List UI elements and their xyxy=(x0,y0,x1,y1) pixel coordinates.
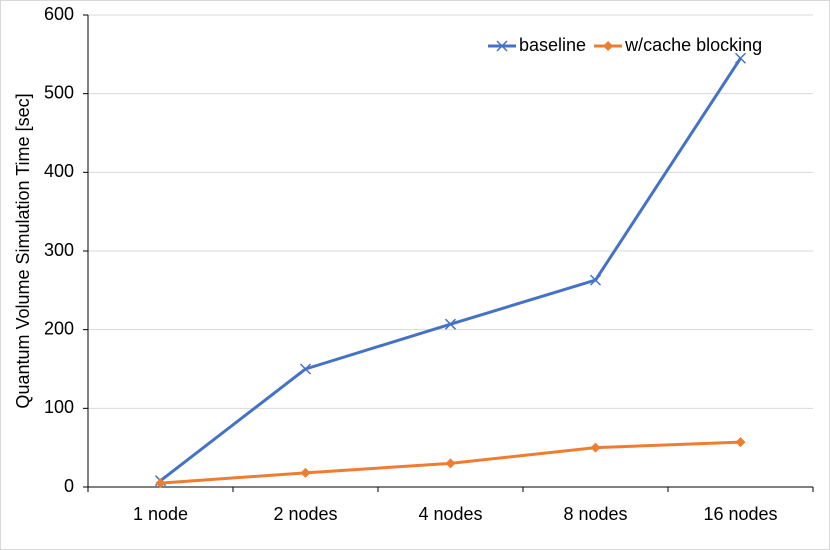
y-tick-label: 500 xyxy=(44,82,74,102)
marker xyxy=(445,458,456,469)
marker xyxy=(496,40,508,52)
y-axis-label: Quantum Volume Simulation Time [sec] xyxy=(13,93,33,408)
y-tick-label: 400 xyxy=(44,161,74,181)
y-tick-label: 100 xyxy=(44,397,74,417)
marker xyxy=(300,467,311,478)
x-tick-label: 1 node xyxy=(133,504,188,524)
marker xyxy=(734,52,747,64)
y-tick-label: 0 xyxy=(64,476,74,496)
y-tick-label: 300 xyxy=(44,240,74,260)
x-tick-label: 2 nodes xyxy=(273,504,337,524)
y-tick-label: 200 xyxy=(44,318,74,338)
marker xyxy=(155,478,166,489)
x-tick-label: 16 nodes xyxy=(703,504,777,524)
marker xyxy=(444,318,457,330)
marker xyxy=(589,274,602,286)
marker xyxy=(590,442,601,453)
y-tick-label: 600 xyxy=(44,4,74,24)
x-tick-label: 4 nodes xyxy=(418,504,482,524)
marker xyxy=(603,41,614,51)
marker xyxy=(299,363,312,375)
legend-label: baseline xyxy=(519,35,586,55)
marker xyxy=(735,437,746,448)
x-tick-label: 8 nodes xyxy=(563,504,627,524)
legend-label: w/cache blocking xyxy=(624,35,762,55)
